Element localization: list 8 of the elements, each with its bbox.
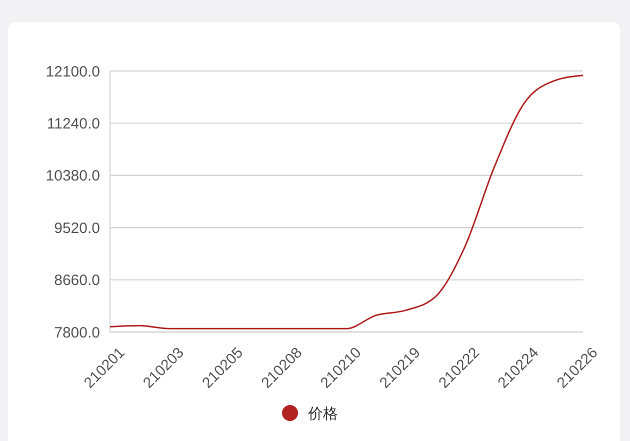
line-series [109,74,584,330]
y-tick-label: 11240.0 [46,115,100,132]
y-tick-label: 10380.0 [46,168,100,185]
legend-label: 价格 [307,405,338,422]
y-tick-label: 12100.0 [46,63,100,80]
y-tick-label: 7800.0 [54,324,100,342]
y-tick-label: 9520.0 [54,220,100,237]
y-tick-label: 8660.0 [54,272,100,290]
